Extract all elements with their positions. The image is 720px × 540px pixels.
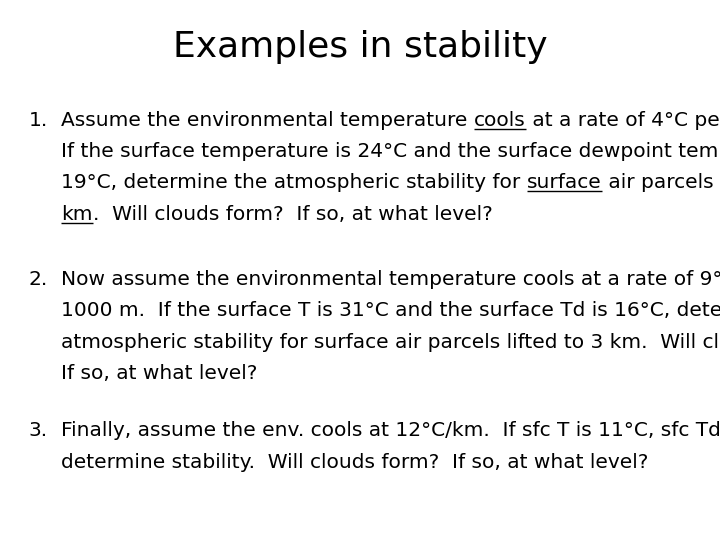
- Text: 2.: 2.: [29, 270, 48, 289]
- Text: Assume the environmental temperature: Assume the environmental temperature: [61, 111, 474, 130]
- Text: .  Will clouds form?  If so, at what level?: . Will clouds form? If so, at what level…: [93, 205, 492, 224]
- Text: atmospheric stability for surface air parcels lifted to 3 km.  Will clouds form?: atmospheric stability for surface air pa…: [61, 333, 720, 352]
- Text: Now assume the environmental temperature cools at a rate of 9°C per: Now assume the environmental temperature…: [61, 270, 720, 289]
- Text: If the surface temperature is 24°C and the surface dewpoint temperature is: If the surface temperature is 24°C and t…: [61, 142, 720, 161]
- Text: Finally, assume the env. cools at 12°C/km.  If sfc T is 11°C, sfc Td is 11°C,: Finally, assume the env. cools at 12°C/k…: [61, 421, 720, 440]
- Text: km: km: [61, 205, 93, 224]
- Text: Examples in stability: Examples in stability: [173, 30, 547, 64]
- Text: air parcels: air parcels: [602, 173, 719, 192]
- Text: cools: cools: [474, 111, 526, 130]
- Text: 19°C, determine the atmospheric stability for: 19°C, determine the atmospheric stabilit…: [61, 173, 527, 192]
- Text: 1.: 1.: [29, 111, 48, 130]
- Text: 3.: 3.: [29, 421, 48, 440]
- Text: If so, at what level?: If so, at what level?: [61, 364, 258, 383]
- Text: at a rate of 4°C per 1000 m.: at a rate of 4°C per 1000 m.: [526, 111, 720, 130]
- Text: determine stability.  Will clouds form?  If so, at what level?: determine stability. Will clouds form? I…: [61, 453, 649, 471]
- Text: surface: surface: [527, 173, 602, 192]
- Text: 1000 m.  If the surface T is 31°C and the surface Td is 16°C, determine the: 1000 m. If the surface T is 31°C and the…: [61, 301, 720, 320]
